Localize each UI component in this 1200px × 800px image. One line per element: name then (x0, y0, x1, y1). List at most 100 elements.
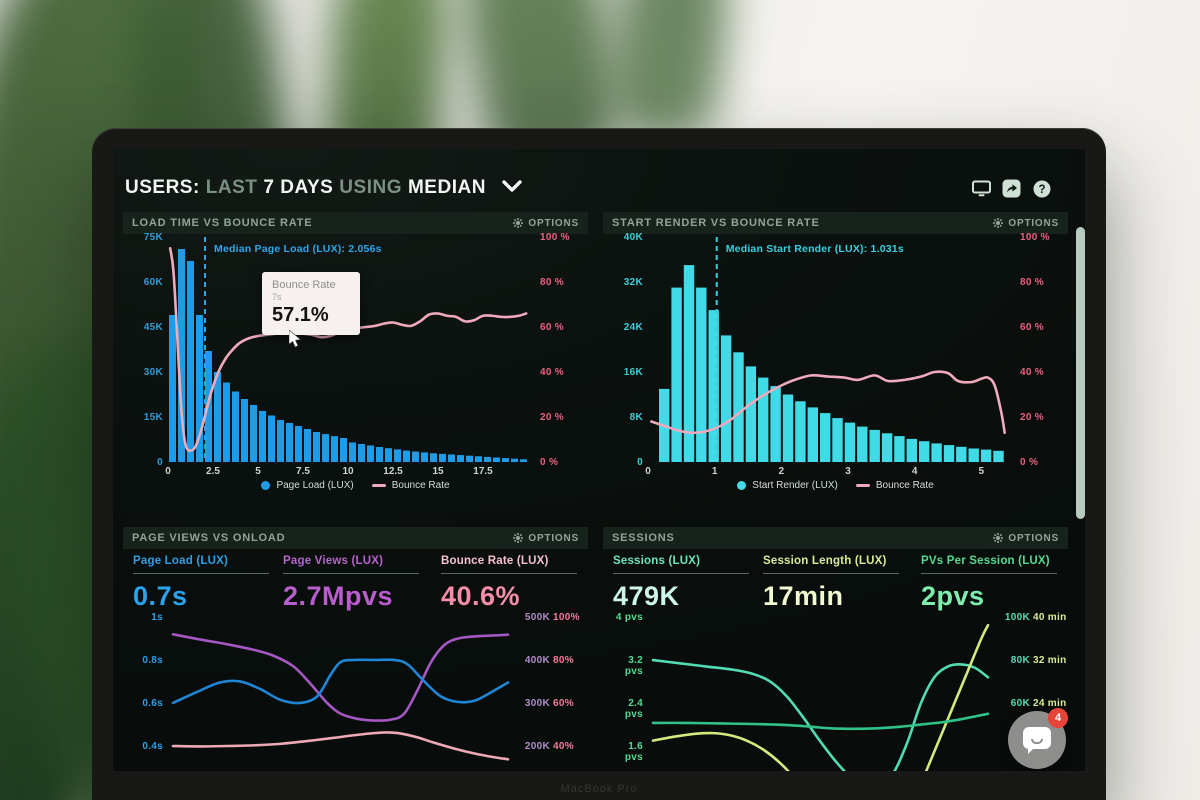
histogram-bar (178, 249, 185, 462)
histogram-bar (403, 450, 410, 462)
histogram-bar (412, 451, 419, 462)
metric-block: Page Load (LUX) 0.7s (133, 555, 269, 612)
y-axis-label-left: 15K (143, 412, 163, 423)
histogram-bar (358, 444, 365, 462)
options-button[interactable]: OPTIONS (513, 533, 579, 544)
y-axis-label-right: 100K (1004, 612, 1030, 624)
histogram-bar (241, 399, 248, 462)
x-axis-tick-label: 5 (255, 466, 261, 477)
histogram-bar (931, 443, 942, 462)
chat-unread-badge: 4 (1048, 708, 1068, 728)
histogram-bar (968, 448, 979, 462)
chart-sessions[interactable]: Sessions (LUX) 479K Session Length (LUX) 17… (603, 527, 1068, 771)
legend-swatch-line (855, 484, 870, 487)
histogram-bar (820, 413, 831, 462)
display-icon[interactable] (972, 179, 991, 198)
panel-titlebar: START RENDER VS BOUNCE RATE OPTIONS (603, 212, 1068, 234)
metric-value: 2pvs (921, 581, 985, 611)
y-axis-label-right: 20 % (540, 412, 564, 423)
series-line (651, 712, 990, 731)
metric-label: Bounce Rate (LUX) (441, 555, 549, 567)
histogram-bar (277, 420, 284, 462)
histogram-bar (385, 448, 392, 462)
histogram-bar (906, 438, 917, 462)
legend-swatch-line (371, 484, 386, 487)
bar-line-chart-svg[interactable] (123, 212, 588, 505)
y-axis-label-left: 45K (143, 322, 163, 333)
panel-page-views-vs-onload: PAGE VIEWS VS ONLOAD OPTIONS Page Load (… (123, 527, 588, 771)
metric-block: Bounce Rate (LUX) 40.6% (441, 555, 577, 612)
y-axis-label-left: 8K (629, 412, 643, 423)
histogram-bar (832, 418, 843, 462)
y-axis-label-left: 0 (637, 457, 643, 468)
histogram-bar (457, 455, 464, 462)
metric-value: 479K (613, 581, 680, 611)
panel-title: SESSIONS (612, 532, 675, 544)
y-axis-label-right: 300K (524, 697, 550, 709)
panel-titlebar: PAGE VIEWS VS ONLOAD OPTIONS (123, 527, 588, 549)
histogram-bar (196, 315, 203, 462)
y-axis-label-right: 20 % (1020, 412, 1044, 423)
panel-title: PAGE VIEWS VS ONLOAD (132, 532, 286, 544)
metric-underline (441, 573, 577, 574)
histogram-bar (696, 287, 707, 462)
chart-legend: Start Render (LUX) Bounce Rate (603, 480, 1068, 491)
x-axis-tick-label: 17.5 (473, 466, 493, 477)
options-button[interactable]: OPTIONS (513, 218, 579, 229)
legend-item[interactable]: Bounce Rate (371, 480, 450, 491)
legend-item[interactable]: Start Render (LUX) (737, 480, 838, 491)
histogram-bar (295, 426, 302, 462)
mini-line-chart-svg[interactable] (603, 527, 1068, 771)
dashboard-header: USERS: LAST 7 DAYS USING MEDIAN (125, 173, 522, 203)
help-icon[interactable]: ? (1032, 179, 1051, 198)
cursor-icon (288, 329, 303, 354)
series-line (651, 658, 990, 771)
histogram-bar (349, 442, 356, 462)
mini-line-chart-svg[interactable] (123, 527, 588, 771)
histogram-bar (286, 423, 293, 462)
metric-block: Session Length (LUX) 17min (763, 555, 899, 612)
histogram-bar (322, 434, 329, 462)
metric-block: Page Views (LUX) 2.7Mpvs (283, 555, 419, 612)
histogram-bar (881, 433, 893, 462)
y-axis-label-right: 500K (524, 612, 550, 624)
bounce-rate-line (650, 370, 1006, 435)
y-axis-label-left: 0.6s (142, 697, 163, 709)
y-axis-label-left: 4 pvs (615, 612, 643, 624)
histogram-bar (857, 426, 868, 462)
chart-page-views[interactable]: Page Load (LUX) 0.7s Page Views (LUX) 2.7Mp… (123, 527, 588, 771)
y-axis-label-right: 200K (524, 740, 550, 752)
y-axis-label-right: 24 min (1033, 698, 1067, 710)
users-filter-dropdown[interactable]: USERS: LAST 7 DAYS USING MEDIAN (125, 177, 522, 199)
panel-sessions: SESSIONS OPTIONS Sessions (LUX) 479K Sessi… (603, 527, 1068, 771)
gear-icon (513, 218, 524, 228)
histogram-bar (493, 457, 500, 462)
options-button[interactable]: OPTIONS (993, 218, 1059, 229)
legend-item[interactable]: Bounce Rate (855, 480, 934, 491)
series-line (651, 623, 990, 771)
histogram-bar (367, 445, 374, 462)
histogram-bar (807, 407, 818, 462)
histogram-bar (313, 432, 320, 462)
y-axis-label-right: 40 % (540, 367, 564, 378)
y-axis-label-right: 40 min (1033, 612, 1067, 624)
histogram-bar (259, 411, 266, 462)
scrollbar-thumb[interactable] (1076, 227, 1085, 519)
histogram-bar (484, 456, 491, 462)
histogram-bar (708, 310, 719, 462)
chart-legend: Page Load (LUX) Bounce Rate (123, 480, 588, 491)
y-axis-label-right: 0 % (1020, 457, 1039, 468)
share-icon[interactable] (1002, 179, 1021, 198)
chart-start-render[interactable]: 40K 32K 24K 16K 8K 0 100 % 80 % 60 % 40 % 20 % 0 % 0… (603, 212, 1068, 505)
histogram-bar (919, 441, 930, 462)
chat-widget-button[interactable]: 4 (1008, 708, 1068, 769)
y-axis-label-right: 40% (553, 741, 574, 752)
legend-item[interactable]: Page Load (LUX) (261, 480, 354, 491)
chart-load-time[interactable]: 75K 60K 45K 30K 15K 0 100 % 80 % 60 % 40 % 20 % 0 %… (123, 212, 588, 505)
bar-line-chart-svg[interactable] (603, 212, 1068, 505)
histogram-bar (187, 261, 194, 462)
histogram-bar (795, 401, 806, 463)
metric-value: 17min (763, 581, 844, 611)
y-axis-label-left: 16K (623, 367, 643, 378)
options-button[interactable]: OPTIONS (993, 533, 1059, 544)
